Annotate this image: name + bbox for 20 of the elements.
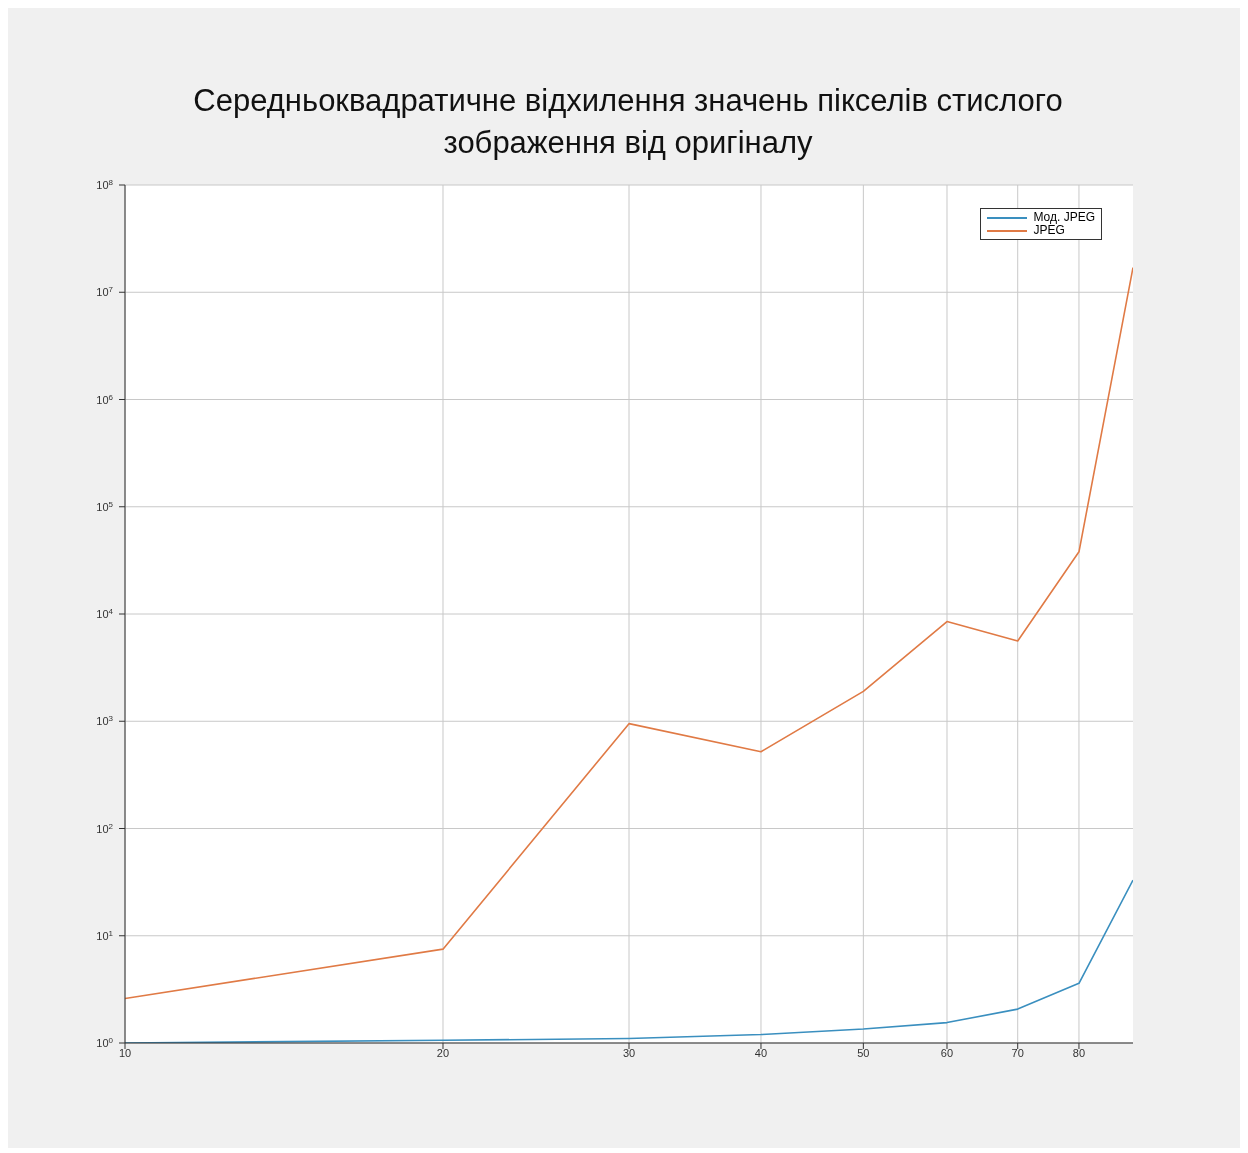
y-tick-label: 10$^{5}$ bbox=[96, 499, 114, 513]
legend-label: Мод. JPEG bbox=[1033, 210, 1095, 224]
legend-label: JPEG bbox=[1033, 223, 1065, 237]
x-tick-label: 40 bbox=[754, 1047, 768, 1059]
chart-title: Середньоквадратичне відхилення значень пікселів стислого зображення від оригіналу bbox=[192, 82, 1064, 162]
y-tick-label: 10$^{1}$ bbox=[96, 928, 114, 942]
x-tick-label: 70 bbox=[1011, 1047, 1024, 1059]
y-tick-label: 10$^{8}$ bbox=[96, 177, 114, 191]
x-tick-label: 50 bbox=[857, 1047, 870, 1059]
x-tick-label: 80 bbox=[1072, 1047, 1086, 1059]
x-tick-label: 10 bbox=[118, 1047, 132, 1059]
y-tick-label: 10$^{3}$ bbox=[96, 713, 114, 728]
x-tick-label: 30 bbox=[622, 1047, 636, 1059]
y-tick-label: 10$^{7}$ bbox=[96, 284, 114, 299]
y-tick-label: 10$^{6}$ bbox=[96, 392, 114, 406]
y-tick-label: 10$^{0}$ bbox=[96, 1035, 114, 1049]
x-tick-label: 60 bbox=[940, 1047, 954, 1059]
x-tick-label: 20 bbox=[436, 1047, 450, 1059]
y-tick-label: 10$^{4}$ bbox=[96, 606, 114, 620]
y-tick-label: 10$^{2}$ bbox=[96, 821, 114, 835]
